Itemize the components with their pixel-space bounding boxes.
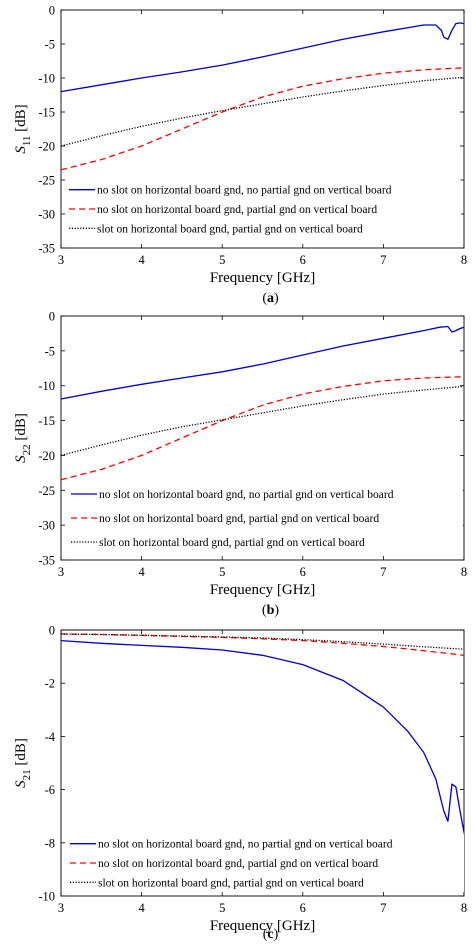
x-tick-label: 7 (380, 253, 386, 267)
y-axis-label-sub: 11 (21, 136, 33, 147)
y-axis-label: S22 [dB] (13, 413, 33, 463)
y-tick-label: -15 (38, 414, 55, 428)
x-tick-label: 3 (58, 253, 64, 267)
x-tick-label: 5 (219, 253, 225, 267)
x-tick-label: 8 (461, 565, 467, 579)
legend-label-1: no slot on horizontal board gnd, no part… (97, 185, 392, 197)
y-tick-label: -15 (38, 106, 55, 120)
series-line-3 (60, 633, 465, 650)
legend: no slot on horizontal board gnd, no part… (65, 180, 461, 238)
x-tick-label: 6 (300, 565, 306, 579)
caption-letter: a (267, 291, 274, 306)
y-tick-label: -5 (45, 38, 55, 52)
legend-box (66, 834, 464, 892)
x-tick-label: 4 (138, 253, 145, 267)
series-line-1 (60, 22, 465, 93)
x-tick-label: 4 (138, 565, 145, 579)
x-axis-label: Frequency [GHz] (210, 918, 315, 934)
chart-panel-a: 3 4 5 6 7 8 0 -5 -10 -15 -20 -25 -30 -35 Frequency [GH… (13, 4, 467, 307)
x-tick-label: 3 (58, 565, 64, 579)
y-tick-label: -8 (45, 836, 55, 850)
legend-label-3: slot on horizontal board gnd, partial gn… (98, 877, 364, 889)
y-tick-label: -5 (45, 344, 55, 358)
caption-letter: c (267, 927, 273, 942)
y-axis-label-sub: 21 (21, 769, 33, 780)
caption-close: ) (274, 291, 279, 306)
x-axis-label: Frequency [GHz] (210, 270, 315, 286)
x-tick-label: 3 (58, 901, 64, 915)
legend-box (65, 180, 461, 238)
y-axis-label-main: S (13, 780, 29, 788)
x-tick-label: 8 (461, 901, 467, 915)
legend-label-2: no slot on horizontal board gnd, partial… (98, 858, 378, 870)
y-tick-label: -25 (38, 174, 55, 188)
x-tick-label: 6 (300, 901, 306, 915)
y-tick-label: -30 (38, 519, 55, 533)
series-line-1 (60, 639, 465, 833)
y-tick-label: 0 (49, 624, 55, 638)
chart-panel-b: 3 4 5 6 7 8 0 -5 -10 -15 -20 -25 -30 -35 Frequency [GH… (13, 310, 467, 619)
y-axis-label: S21 [dB] (13, 738, 33, 788)
y-axis-label-unit: [dB] (13, 738, 29, 769)
chart-panel-c: 3 4 5 6 7 8 0 -2 -4 -6 -8 -10 Frequency [GHz] S21 [dB… (13, 624, 467, 943)
y-tick-label: -6 (45, 783, 55, 797)
legend-label-2: no slot on horizontal board gnd, partial… (97, 204, 377, 216)
legend: no slot on horizontal board gnd, no part… (67, 482, 463, 554)
legend-label-1: no slot on horizontal board gnd, no part… (98, 839, 393, 851)
caption-letter: b (267, 603, 275, 618)
legend: no slot on horizontal board gnd, no part… (66, 834, 464, 892)
y-axis-label: S11 [dB] (13, 104, 33, 153)
y-tick-label: -4 (45, 730, 56, 744)
y-axis-label-sub: 22 (21, 444, 33, 455)
x-tick-label: 7 (380, 901, 386, 915)
x-tick-label: 4 (138, 901, 145, 915)
legend-label-3: slot on horizontal board gnd, partial gn… (99, 537, 365, 549)
y-axis-label-unit: [dB] (13, 413, 29, 444)
y-tick-label: 0 (49, 4, 55, 18)
legend-label-1: no slot on horizontal board gnd, no part… (99, 489, 394, 501)
panel-caption: (a) (262, 291, 279, 306)
caption-open: ( (262, 291, 267, 306)
y-axis-label-unit: [dB] (13, 104, 29, 135)
y-tick-label: -20 (38, 449, 55, 463)
caption-open: ( (263, 927, 268, 942)
legend-label-3: slot on horizontal board gnd, partial gn… (97, 223, 363, 235)
y-tick-label: -35 (38, 242, 55, 256)
y-tick-label: -25 (38, 484, 55, 498)
y-axis-label-main: S (13, 146, 29, 154)
y-tick-label: -10 (38, 890, 55, 904)
y-tick-label: -30 (38, 208, 55, 222)
legend-box (67, 482, 463, 554)
x-tick-label: 8 (461, 253, 467, 267)
panel-caption: (b) (262, 603, 279, 618)
panel-caption: (c) (263, 927, 279, 942)
legend-label-2: no slot on horizontal board gnd, partial… (99, 513, 379, 525)
y-tick-label: -10 (38, 379, 55, 393)
y-tick-label: -10 (38, 72, 55, 86)
series-line-3 (60, 76, 465, 147)
y-tick-label: -2 (45, 677, 55, 691)
y-axis-label-main: S (13, 455, 29, 463)
series-line-1 (60, 325, 465, 400)
y-tick-label: -20 (38, 140, 55, 154)
x-tick-label: 7 (380, 565, 386, 579)
y-tick-label: -35 (38, 554, 55, 568)
x-tick-label: 5 (219, 565, 225, 579)
x-tick-label: 6 (300, 253, 306, 267)
caption-open: ( (262, 603, 267, 618)
caption-close: ) (274, 927, 279, 942)
x-tick-label: 5 (219, 901, 225, 915)
series-line-3 (60, 385, 465, 457)
x-axis-label: Frequency [GHz] (210, 582, 315, 598)
caption-close: ) (274, 603, 279, 618)
y-tick-label: 0 (49, 310, 55, 324)
